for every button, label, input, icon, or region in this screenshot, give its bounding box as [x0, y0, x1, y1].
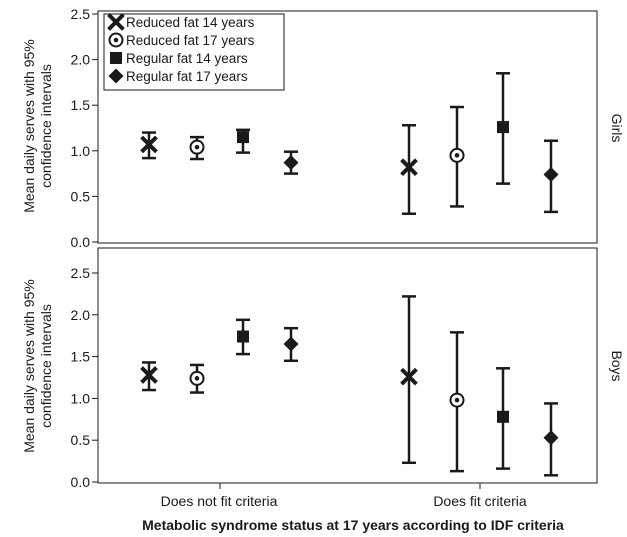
- legend-label-regular-fat-17: Regular fat 17 years: [126, 69, 248, 84]
- point-group-girls-s2-c0: [236, 128, 250, 154]
- legend-label-regular-fat-14: Regular fat 14 years: [126, 51, 248, 66]
- ylabel-bottom-line1: Mean daily serves with 95%: [21, 279, 37, 453]
- legend-symbol-0: [107, 13, 125, 31]
- marker-boys-s0-c1: [400, 367, 418, 386]
- marker-boys-s1-c1-dot: [454, 397, 460, 403]
- point-group-boys-s0-c0: [140, 361, 158, 392]
- y-tick-label-1-0: 0.0: [71, 474, 91, 490]
- data-marks: [140, 72, 559, 477]
- ylabel-top: Mean daily serves with 95% confidence in…: [21, 39, 54, 213]
- y-tick-label-1-5: 2.5: [71, 265, 91, 281]
- facet-label-girls: Girls: [609, 114, 625, 143]
- point-group-girls-s2-c1: [496, 72, 510, 185]
- x-tick-label-1: Does fit criteria: [433, 493, 527, 509]
- marker-boys-s0-c0: [140, 366, 158, 384]
- point-group-girls-s0-c0: [140, 131, 158, 160]
- marker-girls-s3-c0: [283, 155, 299, 171]
- y-tick-label-0-3: 1.5: [71, 97, 91, 113]
- y-tick-label-1-3: 1.5: [71, 349, 91, 365]
- y-tick-label-0-4: 2.0: [71, 52, 91, 68]
- legend-symbol-1: [108, 32, 124, 48]
- marker-girls-s0-c1: [400, 158, 418, 177]
- marker-girls-s3-c1: [543, 167, 559, 183]
- legend-symbol-3: [108, 68, 124, 84]
- facet-label-boys: Boys: [609, 350, 625, 381]
- point-group-girls-s1-c0: [189, 135, 205, 161]
- legend-box: [103, 13, 285, 91]
- point-group-boys-s3-c0: [283, 326, 299, 363]
- x-tick-label-0: Does not fit criteria: [161, 493, 278, 509]
- marker-boys-s1-c0: [189, 370, 205, 386]
- y-tick-label-0-1: 0.5: [71, 188, 91, 204]
- y-tick-label-1-2: 1.0: [71, 390, 91, 406]
- marker-girls-s0-c0: [140, 135, 158, 154]
- y-tick-label-0-2: 1.0: [71, 143, 91, 159]
- marker-girls-s2-c0: [237, 131, 249, 144]
- marker-girls-s1-c1: [449, 147, 465, 163]
- marker-girls-s2-c1: [497, 121, 509, 134]
- y-tick-label-1-4: 2.0: [71, 307, 91, 323]
- marker-girls-s1-c0-dot: [194, 144, 200, 150]
- y-axes: 0.0 0.5 1.0 1.5 2.0 2.5 0.0 0.5 1.0 1.5 2.0 2.5: [71, 6, 99, 490]
- y-tick-label-1-1: 0.5: [71, 432, 91, 448]
- marker-boys-s2-c0: [237, 330, 249, 343]
- x-axis-title: Metabolic syndrome status at 17 years ac…: [142, 517, 564, 533]
- ylabel-top-line1: Mean daily serves with 95%: [21, 39, 37, 213]
- ylabel-top-line2: confidence intervals: [38, 64, 54, 188]
- marker-boys-s2-c1: [497, 410, 509, 423]
- y-tick-label-0-0: 0.0: [71, 234, 91, 250]
- legend-label-reduced-fat-14: Reduced fat 14 years: [126, 15, 255, 30]
- point-group-boys-s2-c0: [236, 318, 250, 356]
- ylabel-bottom: Mean daily serves with 95% confidence in…: [21, 279, 54, 453]
- marker-girls-s1-c0: [189, 139, 205, 155]
- legend-symbols: [107, 13, 125, 84]
- panel-frame-bottom: [97, 247, 598, 484]
- marker-boys-s3-c0: [283, 336, 299, 352]
- point-group-boys-s3-c1: [543, 402, 559, 477]
- panel-boys: [140, 295, 559, 477]
- point-group-boys-s1-c1: [449, 331, 465, 473]
- marker-boys-s1-c0-dot: [194, 376, 200, 381]
- legend-symbol-1-dot: [113, 37, 119, 43]
- legend: Reduced fat 14 years Reduced fat 17 year…: [103, 13, 285, 91]
- ylabel-bottom-line2: confidence intervals: [38, 304, 54, 428]
- marker-girls-s1-c1-dot: [454, 153, 460, 158]
- marker-boys-s1-c1: [449, 392, 465, 408]
- legend-symbol-2: [110, 52, 122, 64]
- point-group-boys-s0-c1: [400, 295, 418, 465]
- marker-boys-s3-c1: [543, 430, 559, 446]
- point-group-girls-s3-c0: [283, 150, 299, 175]
- point-group-girls-s1-c1: [449, 105, 465, 208]
- panel-girls: [140, 72, 559, 215]
- point-group-girls-s0-c1: [400, 124, 418, 215]
- point-group-boys-s1-c0: [189, 363, 205, 394]
- legend-label-reduced-fat-17: Reduced fat 17 years: [126, 33, 255, 48]
- y-tick-label-0-5: 2.5: [71, 6, 91, 22]
- point-group-girls-s3-c1: [543, 139, 559, 214]
- point-group-boys-s2-c1: [496, 367, 510, 470]
